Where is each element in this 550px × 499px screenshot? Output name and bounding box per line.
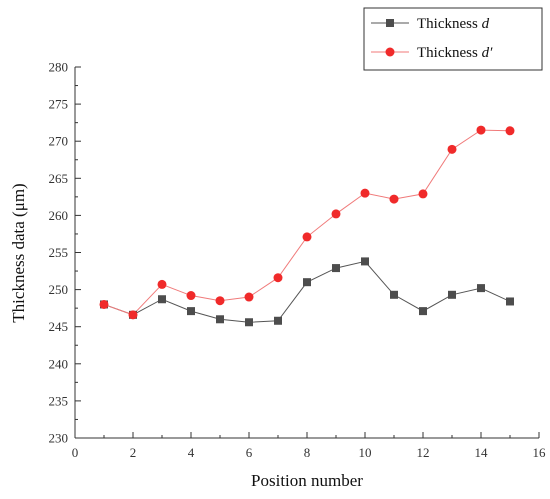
- data-point-thickness-d: [448, 290, 456, 299]
- data-point-thickness-d-prime: [99, 299, 109, 309]
- legend-label-thickness-d: Thickness d: [417, 16, 490, 32]
- data-point-thickness-d-prime: [302, 232, 312, 242]
- y-tick-label: 260: [49, 208, 69, 223]
- data-point-thickness-d-prime: [505, 126, 515, 136]
- y-tick-label: 275: [49, 97, 69, 112]
- data-point-thickness-d-prime: [476, 125, 486, 135]
- data-point-thickness-d-prime: [128, 310, 138, 320]
- data-point-thickness-d-prime: [215, 296, 225, 306]
- y-tick-label: 270: [49, 134, 69, 149]
- data-point-thickness-d: [506, 297, 514, 306]
- legend-label-thickness-d-prime: Thickness d′: [417, 45, 493, 61]
- legend: Thickness d Thickness d′: [363, 7, 543, 71]
- y-tick-label: 245: [49, 319, 69, 334]
- x-axis-ticks: 0 2 4 6 8 10 12 14 16: [72, 432, 546, 460]
- y-tick-label: 250: [49, 282, 69, 297]
- data-point-thickness-d: [158, 295, 166, 304]
- data-point-thickness-d: [274, 316, 282, 325]
- y-tick-label: 240: [49, 356, 69, 371]
- x-tick-label: 8: [304, 445, 311, 460]
- data-point-thickness-d-prime: [447, 144, 457, 154]
- data-point-thickness-d-prime: [157, 279, 167, 289]
- y-tick-label: 255: [49, 245, 69, 260]
- x-tick-label: 12: [417, 445, 430, 460]
- data-point-thickness-d: [361, 257, 369, 266]
- y-tick-label: 265: [49, 171, 69, 186]
- data-point-thickness-d: [216, 315, 224, 324]
- legend-box: [363, 7, 543, 71]
- data-point-thickness-d-prime: [389, 194, 399, 204]
- y-tick-label: 230: [49, 431, 69, 446]
- y-axis-title: Thickness data (μm): [9, 183, 28, 322]
- x-tick-label: 16: [533, 445, 547, 460]
- data-point-thickness-d: [303, 278, 311, 287]
- data-point-thickness-d-prime: [418, 189, 428, 199]
- data-point-thickness-d: [187, 307, 195, 316]
- x-tick-label: 0: [72, 445, 79, 460]
- data-point-thickness-d-prime: [360, 188, 370, 198]
- data-point-thickness-d-prime: [244, 292, 254, 302]
- y-axis-ticks: 230 235 240 245 250 255 260 265 270 275 280: [49, 60, 81, 446]
- y-tick-label: 235: [49, 393, 69, 408]
- data-point-thickness-d: [419, 307, 427, 316]
- series-layer: [99, 125, 515, 327]
- data-point-thickness-d-prime: [273, 273, 283, 283]
- legend-marker-square: [386, 19, 394, 27]
- x-tick-label: 4: [188, 445, 195, 460]
- data-point-thickness-d: [245, 318, 253, 327]
- x-tick-label: 14: [475, 445, 489, 460]
- x-tick-label: 2: [130, 445, 137, 460]
- data-point-thickness-d-prime: [186, 291, 196, 301]
- x-axis-title: Position number: [251, 471, 363, 490]
- data-point-thickness-d-prime: [331, 209, 341, 219]
- data-point-thickness-d: [390, 290, 398, 299]
- legend-marker-circle: [385, 47, 395, 57]
- data-point-thickness-d: [332, 264, 340, 273]
- data-point-thickness-d: [477, 284, 485, 293]
- x-tick-label: 6: [246, 445, 253, 460]
- x-tick-label: 10: [359, 445, 372, 460]
- y-tick-label: 280: [49, 60, 69, 75]
